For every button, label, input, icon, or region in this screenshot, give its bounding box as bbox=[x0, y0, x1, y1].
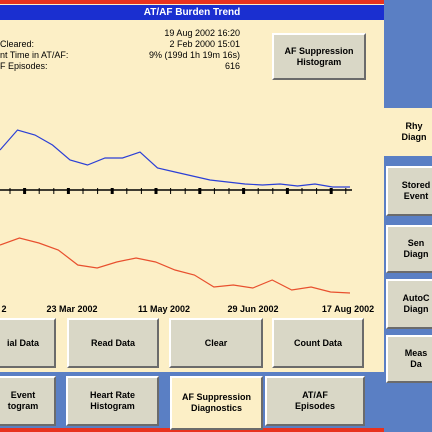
button-text: Event bbox=[403, 191, 429, 201]
button-text: ial Data bbox=[6, 337, 39, 348]
button-text: Histogram bbox=[90, 401, 135, 411]
x-tick-label: 23 Mar 2002 bbox=[46, 304, 97, 314]
button-text: Diagn bbox=[403, 304, 429, 314]
info-label: Cleared: bbox=[0, 39, 35, 49]
button-text: togram bbox=[7, 401, 39, 411]
title-bar: AT/AF Burden Trend bbox=[0, 5, 384, 20]
button-text: Diagn bbox=[401, 132, 427, 142]
trend-line bbox=[0, 129, 350, 188]
info-value: 2 Feb 2000 15:01 bbox=[169, 39, 240, 49]
button-text: Episodes bbox=[294, 401, 335, 411]
x-tick-label: 2 bbox=[1, 304, 6, 314]
action-button[interactable]: Clear bbox=[169, 318, 263, 368]
button-text: Rhy bbox=[405, 121, 423, 131]
button-text: Event bbox=[10, 390, 36, 400]
trend-chart: 2 23 Mar 2002 11 May 2002 29 Jun 2002 17 Aug… bbox=[0, 129, 374, 314]
trend-line bbox=[0, 237, 351, 294]
side-button[interactable]: Rhy Diagn bbox=[384, 108, 432, 156]
tab[interactable]: AT/AF Episodes bbox=[265, 376, 365, 426]
button-text: Meas bbox=[404, 348, 428, 358]
x-tick-label: 11 May 2002 bbox=[138, 304, 190, 314]
info-value: 19 Aug 2002 16:20 bbox=[164, 28, 240, 38]
button-text: Clear bbox=[204, 337, 228, 348]
tab[interactable]: Heart Rate Histogram bbox=[66, 376, 159, 426]
button-text: Stored bbox=[401, 180, 431, 190]
side-button[interactable]: AutoC Diagn bbox=[386, 279, 432, 329]
af-suppression-histogram-button[interactable]: AF Suppression Histogram bbox=[272, 33, 366, 80]
button-text: AF Suppression bbox=[284, 45, 354, 56]
action-button[interactable]: Read Data bbox=[67, 318, 159, 368]
button-text: Diagnostics bbox=[190, 403, 242, 413]
x-tick-label: 29 Jun 2002 bbox=[227, 304, 278, 314]
button-text: Read Data bbox=[90, 337, 135, 348]
side-button[interactable]: Sen Diagn bbox=[386, 225, 432, 273]
button-text: Diagn bbox=[403, 249, 429, 259]
action-button[interactable]: ial Data bbox=[0, 318, 56, 368]
tab[interactable]: Event togram bbox=[0, 376, 56, 426]
side-button[interactable]: Stored Event bbox=[386, 166, 432, 216]
button-text: Sen bbox=[407, 238, 425, 248]
info-label: F Episodes: bbox=[0, 61, 48, 71]
tab[interactable]: AF Suppression Diagnostics bbox=[170, 376, 263, 430]
info-value: 616 bbox=[224, 61, 240, 71]
x-tick-label: 17 Aug 2002 bbox=[322, 304, 374, 314]
button-text: AutoC bbox=[402, 293, 430, 303]
button-text: AT/AF bbox=[302, 390, 328, 400]
info-label: nt Time in AT/AF: bbox=[0, 50, 69, 60]
action-button[interactable]: Count Data bbox=[272, 318, 364, 368]
button-text: Histogram bbox=[296, 56, 342, 67]
button-text: Count Data bbox=[294, 337, 342, 348]
side-button[interactable]: Meas Da bbox=[386, 335, 432, 383]
button-text: AF Suppression bbox=[181, 392, 251, 402]
info-value: 9% (199d 1h 19m 16s) bbox=[148, 50, 240, 60]
button-text: Heart Rate bbox=[89, 390, 136, 400]
button-text: Da bbox=[410, 359, 422, 369]
